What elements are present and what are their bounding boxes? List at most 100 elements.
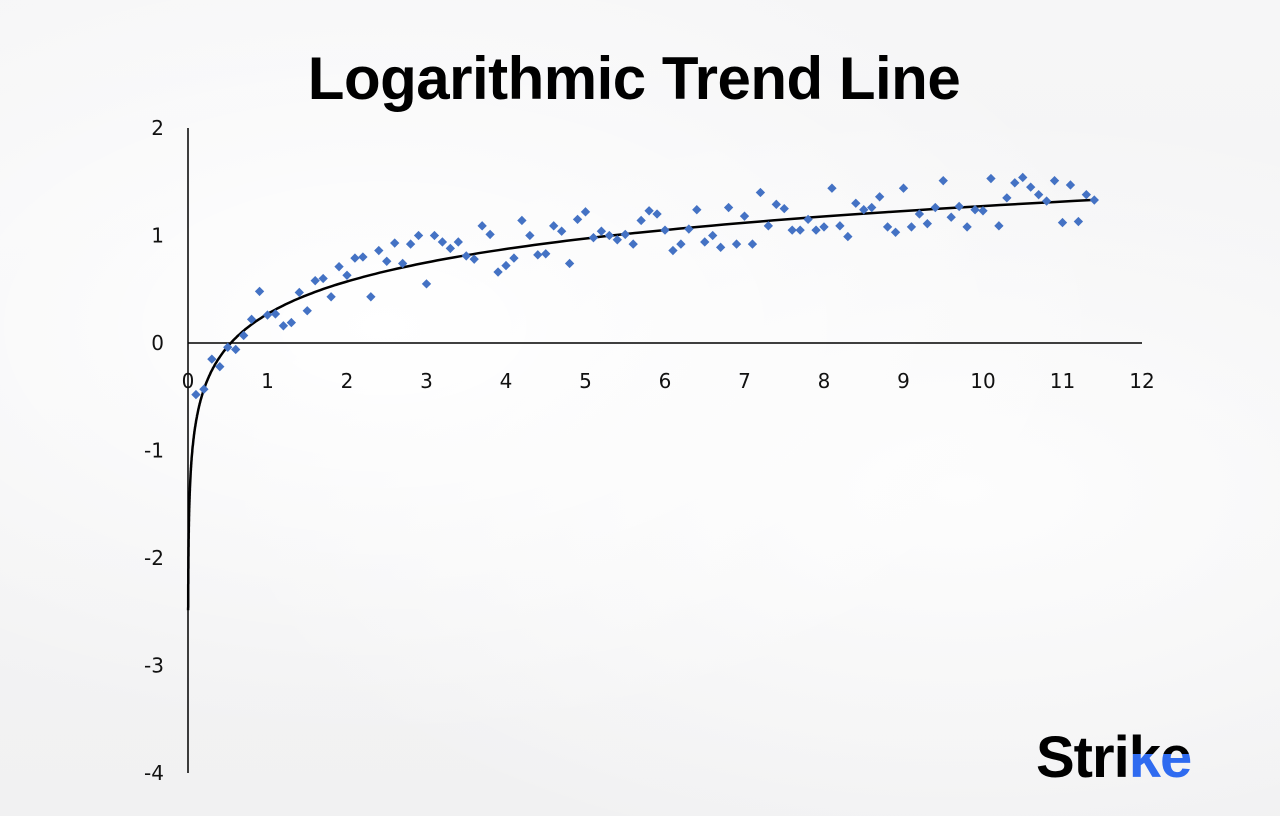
strike-logo: Strike — [1036, 724, 1193, 791]
data-point — [851, 198, 861, 208]
data-point — [485, 229, 495, 240]
data-point — [262, 310, 273, 320]
data-point — [986, 173, 996, 184]
data-point — [207, 354, 217, 364]
data-point — [787, 225, 797, 235]
data-point — [572, 214, 583, 225]
data-point — [318, 273, 328, 284]
data-point — [1057, 217, 1068, 228]
data-point — [882, 222, 893, 232]
data-point — [390, 238, 400, 248]
data-point — [405, 239, 416, 249]
data-point — [215, 361, 225, 372]
data-point — [310, 275, 320, 286]
data-point — [1081, 189, 1092, 200]
data-point — [580, 207, 591, 217]
data-point — [294, 287, 304, 298]
data-point — [453, 237, 463, 247]
y-tick-label: 1 — [151, 224, 164, 248]
data-point — [874, 192, 885, 202]
data-point — [429, 230, 440, 241]
data-point — [1049, 176, 1060, 186]
logo-accent-text: ke — [1128, 725, 1193, 790]
data-point — [994, 221, 1004, 231]
data-point — [1033, 189, 1044, 200]
data-point — [334, 262, 344, 272]
x-tick-label: 0 — [182, 369, 195, 393]
data-point — [684, 224, 694, 234]
data-point — [890, 227, 901, 237]
logo-text: Stri — [1036, 725, 1130, 790]
data-point — [747, 239, 758, 249]
data-point — [612, 235, 622, 245]
data-point — [517, 215, 527, 226]
x-tick-label: 12 — [1129, 369, 1154, 393]
data-point — [938, 176, 948, 186]
data-point — [509, 253, 519, 263]
data-point — [859, 205, 869, 215]
data-point — [723, 202, 734, 213]
x-tick-label: 10 — [970, 369, 995, 393]
data-point — [199, 384, 209, 394]
data-point — [358, 252, 368, 262]
x-tick-label: 6 — [659, 369, 672, 393]
y-tick-label: 0 — [151, 331, 164, 355]
data-point — [771, 199, 781, 209]
data-point — [533, 250, 543, 260]
data-point — [246, 314, 257, 325]
data-point — [501, 260, 511, 271]
data-point — [270, 309, 281, 319]
data-point — [819, 222, 829, 232]
x-tick-label: 1 — [261, 369, 274, 393]
data-point — [867, 202, 877, 213]
data-point — [660, 225, 670, 235]
data-point — [342, 270, 352, 280]
data-point — [374, 245, 384, 256]
data-point — [636, 215, 646, 226]
data-point — [366, 292, 376, 302]
data-point — [676, 239, 686, 249]
data-point — [962, 222, 972, 232]
data-point — [835, 221, 845, 231]
data-point — [715, 242, 726, 252]
data-point — [922, 219, 933, 229]
data-point — [564, 258, 575, 269]
data-point — [596, 226, 607, 236]
data-point — [302, 306, 312, 316]
data-point — [413, 230, 424, 241]
data-point — [620, 229, 630, 240]
data-point — [445, 243, 456, 254]
data-point — [437, 237, 448, 247]
data-point — [477, 221, 487, 231]
data-point — [1010, 178, 1020, 188]
data-point — [1065, 180, 1076, 190]
data-point — [469, 254, 479, 264]
data-point — [493, 267, 503, 277]
data-point — [191, 389, 201, 400]
data-point — [930, 202, 940, 213]
data-point — [326, 292, 336, 302]
data-point — [898, 183, 909, 193]
y-tick-label: 2 — [151, 116, 164, 140]
data-point — [843, 231, 853, 242]
x-tick-label: 3 — [420, 369, 433, 393]
y-tick-label: -4 — [144, 761, 164, 785]
data-point — [254, 286, 265, 297]
x-tick-label: 7 — [738, 369, 751, 393]
data-point — [525, 230, 535, 241]
data-point — [231, 344, 241, 355]
data-point — [1073, 216, 1084, 227]
data-point — [827, 183, 837, 193]
y-tick-label: -3 — [144, 654, 164, 678]
data-point — [946, 212, 956, 222]
data-point — [397, 258, 408, 269]
data-point — [700, 237, 710, 247]
x-tick-label: 8 — [818, 369, 831, 393]
data-point — [970, 205, 980, 215]
data-point — [350, 253, 360, 263]
data-point — [779, 203, 789, 214]
x-tick-label: 2 — [341, 369, 354, 393]
data-point — [906, 222, 917, 232]
trend-line — [186, 198, 1095, 611]
